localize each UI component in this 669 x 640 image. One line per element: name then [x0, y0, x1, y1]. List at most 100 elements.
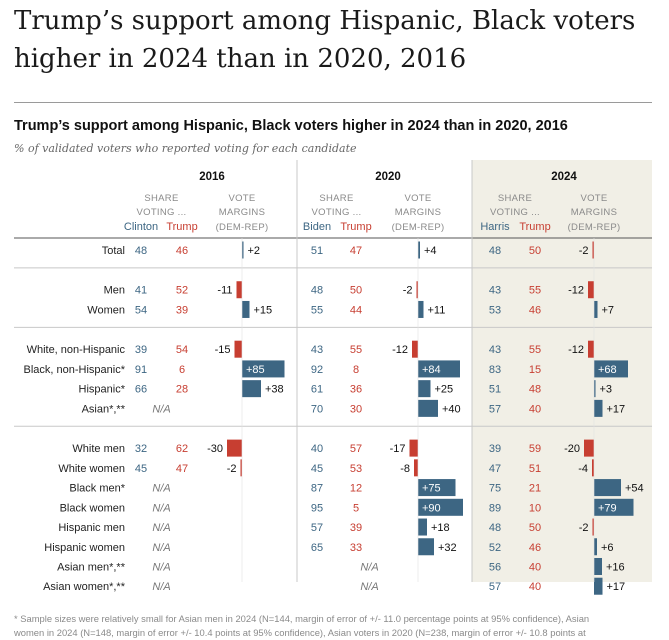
dem-share-value: 65 [311, 542, 323, 554]
margin-label: -2 [227, 463, 237, 475]
candidate-name-dem-2020: Biden [303, 221, 331, 233]
margin-header-2020: (DEM-REP) [392, 222, 445, 233]
margin-label: -15 [215, 344, 231, 356]
rep-share-value: 39 [350, 522, 362, 534]
dem-share-value: 43 [489, 344, 501, 356]
dem-share-value: 47 [489, 463, 501, 475]
dem-share-value: 48 [489, 245, 501, 257]
margin-bar [414, 459, 418, 477]
margin-bar [416, 281, 418, 299]
headline-line-1: Trump’s support among Hispanic, Black vo… [14, 6, 636, 36]
dem-share-value: 48 [311, 285, 323, 297]
margin-bar [236, 281, 242, 299]
margin-bar [418, 479, 456, 497]
margin-bar [594, 399, 603, 417]
margin-label: +17 [607, 403, 626, 415]
na-value: N/A [152, 403, 170, 415]
dem-share-value: 45 [311, 463, 323, 475]
rep-share-value: 57 [350, 443, 362, 455]
margin-label: -11 [217, 285, 232, 297]
margin-label: +25 [435, 384, 454, 396]
margin-label: +75 [422, 483, 441, 495]
margin-bar [594, 577, 603, 595]
dem-share-value: 51 [489, 384, 501, 396]
share-header-2016: SHARE [144, 193, 178, 204]
margin-header-2020: MARGINS [395, 207, 441, 218]
margin-label: -12 [568, 285, 584, 297]
dem-share-value: 43 [311, 344, 323, 356]
margin-bar [418, 538, 434, 556]
rep-share-value: 28 [176, 384, 188, 396]
row-label: Black men* [69, 483, 125, 495]
dem-share-value: 87 [311, 483, 323, 495]
dem-share-value: 57 [311, 522, 323, 534]
rep-share-value: 36 [350, 384, 362, 396]
na-value: N/A [152, 483, 170, 495]
dem-share-value: 92 [311, 364, 323, 376]
na-value: N/A [152, 561, 170, 573]
rep-share-value: 30 [350, 403, 362, 415]
dem-share-value: 66 [135, 384, 147, 396]
margin-label: +79 [598, 502, 617, 514]
row-label: Hispanic* [79, 384, 126, 396]
margin-label: +32 [438, 542, 457, 554]
margin-bar [418, 241, 420, 259]
margin-bar [594, 498, 634, 516]
na-value: N/A [152, 522, 170, 534]
rep-share-value: 46 [529, 304, 541, 316]
margin-label: +17 [607, 581, 626, 593]
rep-share-value: 10 [529, 502, 541, 514]
margin-bar [227, 439, 242, 457]
rep-share-value: 6 [179, 364, 185, 376]
margin-bar [234, 340, 242, 358]
margin-bar [412, 340, 418, 358]
rep-share-value: 46 [529, 542, 541, 554]
rep-share-value: 55 [529, 344, 541, 356]
na-value: N/A [152, 502, 170, 514]
headline-divider [14, 102, 652, 103]
margin-label: +15 [254, 304, 273, 316]
margin-label: +84 [422, 364, 441, 376]
row-label: Men [104, 285, 125, 297]
rep-share-value: 48 [529, 384, 541, 396]
row-label: Hispanic men [58, 522, 125, 534]
margin-header-2024: MARGINS [571, 207, 617, 218]
row-label: White men [72, 443, 125, 455]
rep-share-value: 59 [529, 443, 541, 455]
dem-share-value: 52 [489, 542, 501, 554]
rep-share-value: 12 [350, 483, 362, 495]
na-value: N/A [152, 542, 170, 554]
margin-bar [418, 300, 424, 318]
chart-subtitle: % of validated voters who reported votin… [14, 142, 357, 155]
dem-share-value: 57 [489, 403, 501, 415]
row-label: Total [102, 245, 125, 257]
dem-share-value: 41 [135, 285, 147, 297]
dem-share-value: 43 [489, 285, 501, 297]
year-heading-2016: 2016 [199, 171, 225, 183]
margin-header-2016: MARGINS [219, 207, 265, 218]
year-heading-2020: 2020 [375, 171, 401, 183]
row-label: Asian*,** [82, 403, 126, 415]
rep-share-value: 62 [176, 443, 188, 455]
margin-label: -20 [564, 443, 580, 455]
headline-line-2: higher in 2024 than in 2020, 2016 [14, 44, 467, 74]
margin-bar [418, 498, 463, 516]
row-label: Black women [60, 502, 125, 514]
rep-share-value: 47 [176, 463, 188, 475]
rep-share-value: 40 [529, 403, 541, 415]
candidate-name-rep-2020: Trump [340, 221, 371, 233]
rep-share-value: 55 [350, 344, 362, 356]
dem-share-value: 48 [135, 245, 147, 257]
row-label: Asian women*,** [43, 581, 126, 593]
na-value: N/A [152, 581, 170, 593]
margin-bar [594, 538, 597, 556]
dem-share-value: 40 [311, 443, 323, 455]
margin-label: +3 [600, 384, 613, 396]
share-header-2020: SHARE [319, 193, 353, 204]
rep-share-value: 39 [176, 304, 188, 316]
page-headline: Trump’s support among Hispanic, Black vo… [14, 2, 659, 78]
dem-share-value: 45 [135, 463, 147, 475]
margin-label: +6 [601, 542, 614, 554]
margin-label: +68 [598, 364, 617, 376]
dem-share-value: 95 [311, 502, 323, 514]
